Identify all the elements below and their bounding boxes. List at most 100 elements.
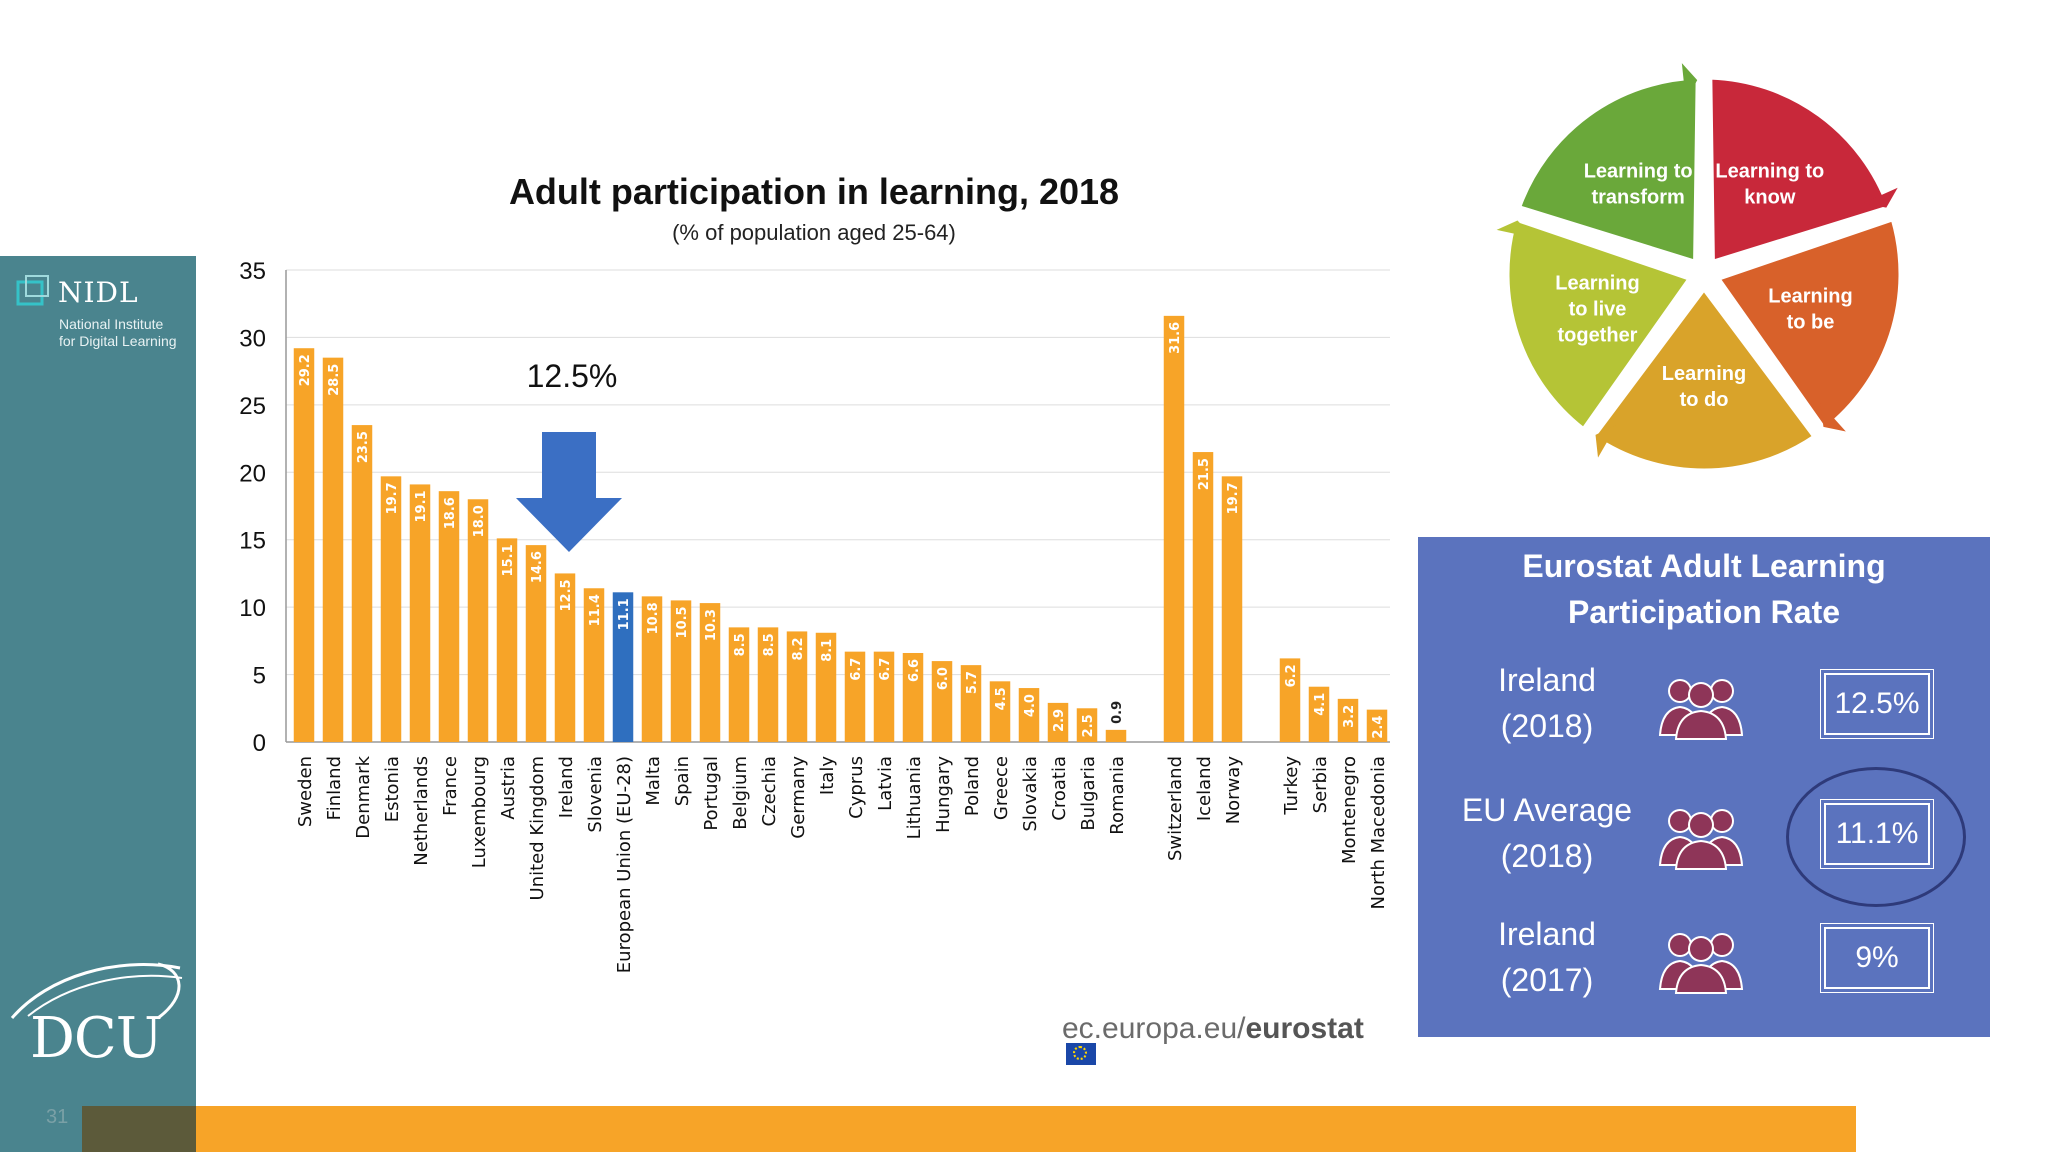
data-label: 4.1	[1313, 693, 1328, 716]
x-tick-label: Malta	[643, 756, 664, 806]
label-layer: 29.2 Sweden 28.5 Finland 23.5 Denmark 19.7 Esto…	[295, 322, 1389, 973]
y-tick-label: 30	[239, 325, 266, 352]
bar	[1221, 476, 1243, 742]
wheel-segment-label: know	[1744, 186, 1796, 208]
x-tick-label: Ireland	[556, 756, 577, 818]
data-label: 18.6	[443, 497, 458, 529]
x-tick-label: Slovakia	[1020, 756, 1041, 832]
bottom-band-dark	[82, 1106, 196, 1152]
data-label: 29.2	[298, 354, 313, 386]
x-tick-label: Poland	[962, 756, 983, 816]
x-tick-label: Czechia	[759, 756, 780, 826]
nidl-subtitle-line1: National Institute	[59, 316, 164, 332]
bar	[293, 348, 315, 742]
wheel-segment-label: together	[1557, 325, 1637, 347]
data-label: 14.6	[530, 551, 545, 583]
row-label-line1: Ireland	[1498, 662, 1596, 698]
bar	[496, 538, 518, 742]
x-tick-label: Romania	[1107, 756, 1128, 835]
panel-row-ireland-2018: Ireland (2018) 12.5%	[1418, 657, 1990, 767]
x-tick-label: Lithuania	[904, 756, 925, 839]
bar-chart: Adult participation in learning, 2018 (%…	[239, 171, 1390, 973]
data-label: 8.2	[791, 637, 806, 660]
group-icon	[1658, 809, 1744, 870]
data-label: 23.5	[356, 431, 371, 463]
panel-row-ireland-2017: Ireland (2017) 9%	[1418, 911, 1990, 1021]
dcu-swoosh-icon	[10, 962, 183, 1020]
x-tick-label: Iceland	[1194, 756, 1215, 821]
wheel-segment-label: transform	[1591, 186, 1684, 208]
data-label: 8.5	[733, 633, 748, 656]
bar	[989, 681, 1011, 742]
x-tick-label: Latvia	[875, 756, 896, 811]
data-label: 6.6	[907, 659, 922, 682]
bar	[583, 588, 605, 742]
bar	[757, 627, 779, 742]
data-label: 12.5	[559, 579, 574, 611]
wheel-arrowhead	[1496, 220, 1534, 238]
group-icon	[1658, 933, 1744, 994]
data-label: 6.7	[849, 658, 864, 681]
data-label: 8.5	[762, 633, 777, 656]
bar	[525, 545, 547, 742]
wheel-segment	[1716, 218, 1902, 431]
y-tick-label: 10	[239, 595, 266, 622]
bar	[1163, 315, 1185, 742]
wheel-segment-label: Learning	[1662, 363, 1746, 385]
data-label: 31.6	[1168, 322, 1183, 354]
data-label: 6.7	[878, 658, 893, 681]
bar	[902, 652, 924, 742]
data-label: 10.8	[646, 602, 661, 634]
x-tick-label: Portugal	[701, 756, 722, 831]
chart-subtitle: (% of population aged 25-64)	[672, 220, 956, 245]
wheel-segment-label: to live	[1569, 299, 1627, 321]
group-icon	[1658, 679, 1744, 740]
bar	[873, 651, 895, 742]
nidl-wordmark: NIDL	[58, 276, 139, 309]
x-tick-label: Austria	[498, 756, 519, 820]
bar	[1047, 702, 1069, 742]
bar	[728, 627, 750, 742]
bar-layer	[293, 315, 1388, 742]
x-tick-label: Hungary	[933, 756, 954, 833]
wheel-arrowhead	[1820, 403, 1846, 432]
panel-title-line2: Participation Rate	[1567, 594, 1841, 630]
wheel-segment-label: Learning	[1555, 273, 1639, 295]
wheel-segment	[1506, 218, 1692, 431]
bar	[438, 491, 460, 742]
data-label: 4.0	[1023, 694, 1038, 717]
nidl-mark-icon	[16, 275, 49, 306]
data-label: 19.1	[414, 490, 429, 522]
x-tick-label: Switzerland	[1165, 756, 1186, 861]
learning-wheel: Learning to know Learning to be Learning to d…	[1496, 63, 1902, 472]
annotation-arrow	[516, 432, 622, 552]
data-label: 0.9	[1110, 701, 1125, 724]
data-label: 18.0	[472, 505, 487, 537]
data-label: 8.1	[820, 639, 835, 662]
wheel-arrowhead	[1681, 63, 1698, 101]
x-tick-label: Croatia	[1049, 756, 1070, 821]
x-tick-label: Norway	[1223, 756, 1244, 825]
bar	[1337, 698, 1359, 742]
y-tick-label: 15	[239, 528, 266, 555]
source-suffix: eurostat	[1245, 1012, 1364, 1045]
x-tick-label: Italy	[817, 756, 838, 795]
data-label: 3.2	[1342, 705, 1357, 728]
row-label-line2: (2018)	[1500, 838, 1594, 874]
x-tick-label: United Kingdom	[527, 756, 548, 900]
wheel-segment-label: to do	[1680, 389, 1729, 411]
row-value: 12.5%	[1820, 669, 1934, 739]
bar	[351, 425, 373, 742]
bar	[1279, 658, 1301, 742]
row-label-line1: EU Average	[1461, 792, 1633, 828]
sidebar: NIDL National Institute for Digital Lear…	[0, 256, 196, 1152]
chart-title: Adult participation in learning, 2018	[509, 171, 1119, 212]
data-label: 15.1	[501, 544, 516, 576]
y-tick-label: 25	[239, 393, 266, 420]
bar	[467, 499, 489, 742]
y-tick-label: 5	[253, 663, 266, 690]
data-label: 2.5	[1081, 714, 1096, 737]
bar	[1308, 686, 1330, 742]
data-label: 6.0	[936, 667, 951, 690]
wheel-segment	[1592, 287, 1816, 472]
